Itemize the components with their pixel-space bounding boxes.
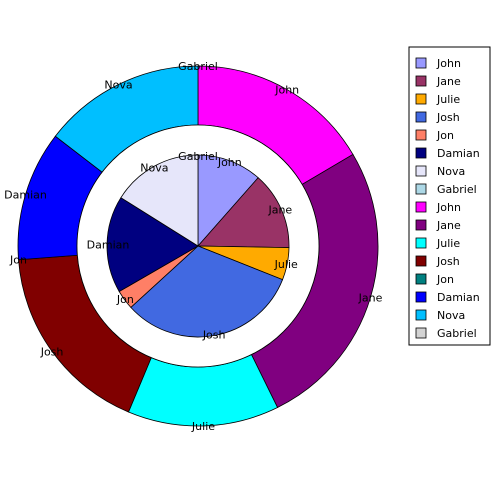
inner-slice-gabriel-label: Gabriel [178,150,218,163]
legend-swatch [415,183,427,195]
inner-slice-john-label: John [217,156,242,169]
legend-label: Nova [437,309,465,322]
inner-slice-damian-label: Damian [87,238,130,251]
outer-slice-nova-label: Nova [104,79,132,92]
legend-label: Nova [437,165,465,178]
legend-swatch [415,291,427,303]
legend-swatch [415,255,427,267]
legend-label: Jane [436,75,461,88]
legend-swatch [415,201,427,213]
legend-label: Jon [436,273,454,286]
outer-slice-josh-label: Josh [40,345,64,358]
legend-label: Julie [436,237,460,250]
legend-swatch [415,237,427,249]
inner-slice-jon-label: Jon [116,293,134,306]
legend-label: Damian [437,291,480,304]
legend-swatch [415,273,427,285]
legend-label: Gabriel [437,183,477,196]
outer-slice-john-label: John [274,84,299,97]
inner-slice-jane [197,177,290,249]
legend-label: Gabriel [437,327,477,340]
legend-label: John [436,201,461,214]
outer-ring [17,65,379,427]
legend-label: Josh [436,255,460,268]
legend-label: John [436,57,461,70]
legend-label: Jon [436,129,454,142]
inner-slice-josh [130,245,284,338]
outer-slice-julie-label: Julie [191,420,215,433]
legend-label: Josh [436,111,460,124]
outer-slice-damian-label: Damian [4,189,47,202]
legend-swatch [415,93,427,105]
legend-swatch [415,165,427,177]
inner-slice-jane-label: Jane [267,204,292,217]
inner-pie [106,154,290,338]
inner-slice-nova [120,154,199,247]
outer-slice-gabriel-label: Gabriel [178,60,218,73]
outer-slice-jon-label: Jon [9,254,27,267]
inner-slice-john [197,154,259,248]
legend-swatch [415,111,427,123]
legend-swatch [415,327,427,339]
legend-label: Julie [436,93,460,106]
inner-slice-nova-label: Nova [140,161,168,174]
legend-swatch [415,147,427,159]
outer-slice-jane-label: Jane [358,291,383,304]
legend-swatch [415,57,427,69]
legend: John Jane Julie Josh Jon Damian Nova Gabriel Joh… [408,46,491,346]
legend-swatch [415,75,427,87]
inner-slice-josh-label: Josh [202,329,226,342]
legend-label: Damian [437,147,480,160]
legend-swatch [415,309,427,321]
legend-swatch [415,129,427,141]
legend-label: Jane [436,219,461,232]
slice-labels: JohnJaneJulieJoshJonDamianNovaGabrielJoh… [4,60,382,433]
inner-slice-damian [106,197,199,293]
legend-swatch [415,219,427,231]
inner-slice-julie-label: Julie [274,258,298,271]
